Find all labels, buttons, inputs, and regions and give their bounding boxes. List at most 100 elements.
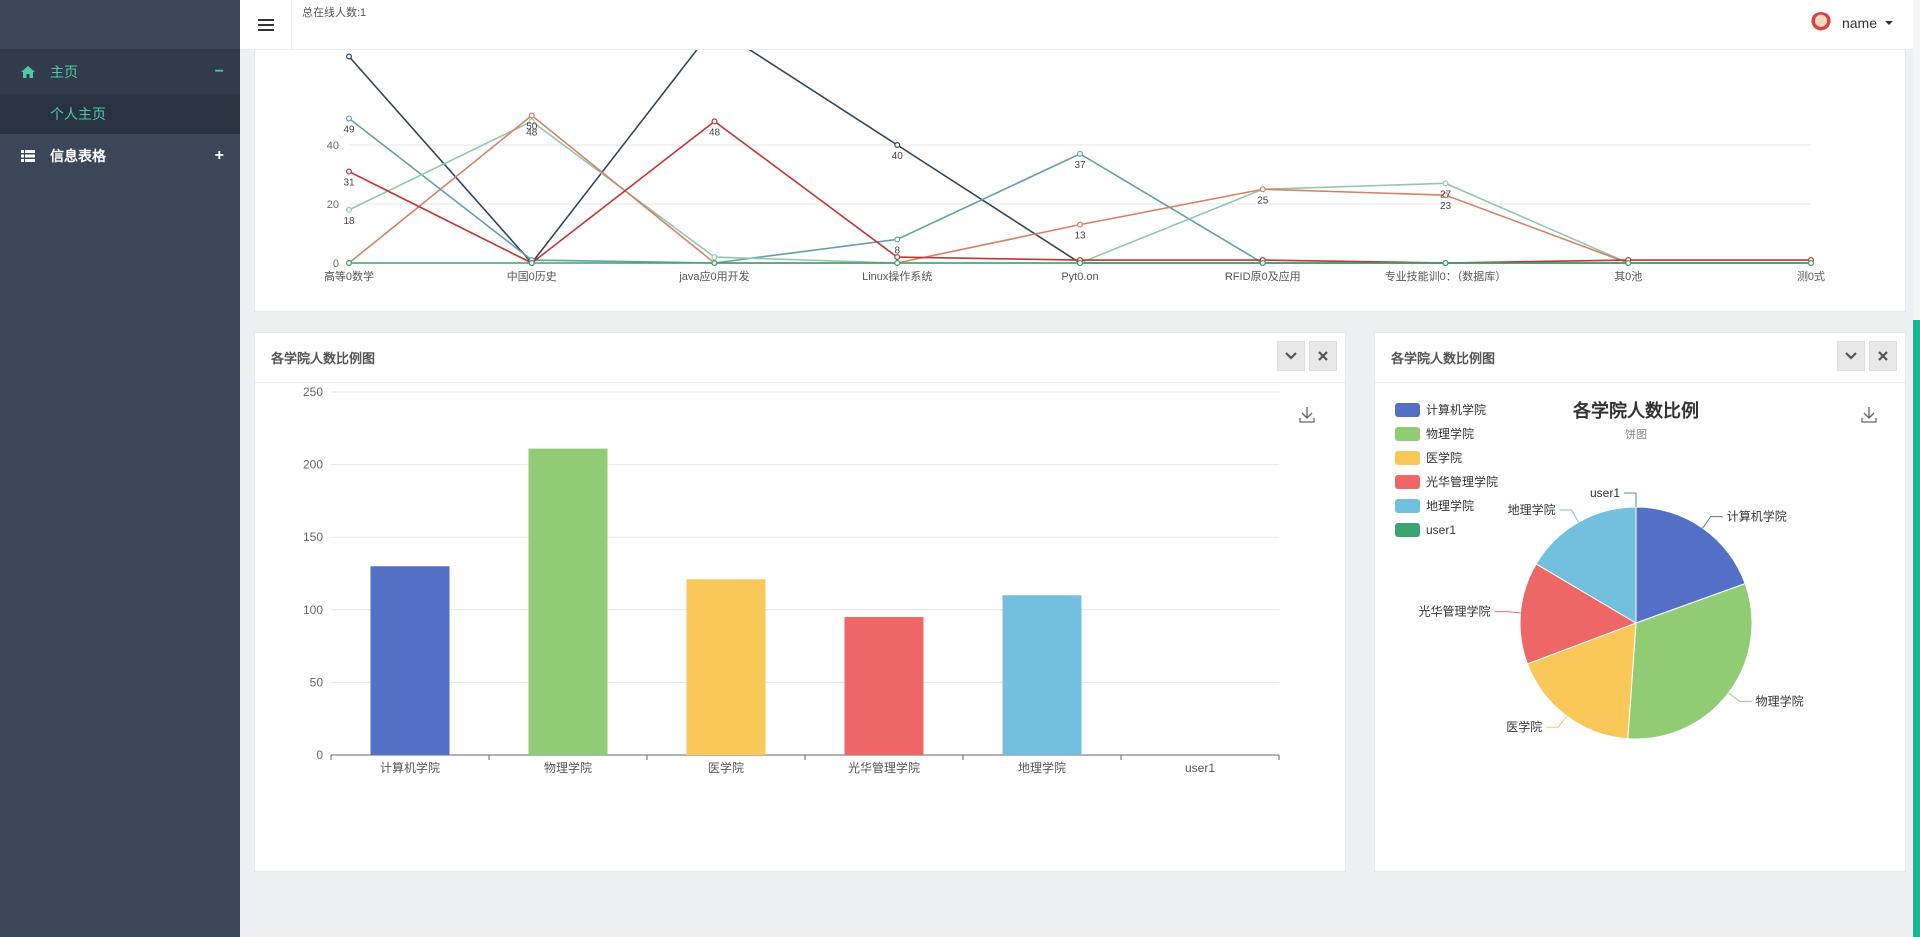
- x-tick-label: 中国0历史: [507, 270, 557, 283]
- legend-label: 光华管理学院: [1426, 474, 1498, 489]
- sidebar-item-label: 主页: [50, 64, 78, 80]
- user-menu[interactable]: name: [1809, 12, 1893, 34]
- panel-title: 各学院人数比例图: [271, 351, 376, 366]
- bar: [528, 448, 608, 755]
- series-point: [894, 141, 901, 148]
- data-label: 27: [1440, 189, 1452, 200]
- hamburger-icon: [257, 24, 274, 26]
- panel-header: 各学院人数比例图: [1375, 333, 1905, 383]
- sidebar-logo-area: [0, 0, 240, 50]
- series-point: [1076, 221, 1083, 228]
- series-point: [1442, 192, 1449, 199]
- x-tick-label: java应0用开发: [678, 269, 749, 283]
- legend-label: 医学院: [1426, 450, 1462, 465]
- sidebar-item-label: 个人主页: [50, 106, 106, 122]
- series-point: [345, 206, 352, 213]
- table-icon: [20, 150, 36, 162]
- download-icon: [1299, 407, 1315, 423]
- pie-slice: [1635, 506, 1746, 624]
- data-label: 18: [343, 216, 355, 227]
- y-tick-label: 20: [327, 199, 339, 211]
- series-point: [1442, 180, 1449, 187]
- bar: [1002, 595, 1082, 755]
- sidebar-item-home[interactable]: 主页 −: [0, 50, 240, 94]
- series-point: [1076, 150, 1083, 157]
- expand-toggle[interactable]: +: [214, 147, 224, 164]
- series-point: [345, 260, 352, 267]
- legend-label: user1: [1426, 523, 1456, 537]
- menu-toggle-button[interactable]: [240, 0, 292, 50]
- legend-label: 地理学院: [1426, 498, 1474, 513]
- series-point: [894, 236, 901, 243]
- legend-swatch: [1395, 403, 1420, 417]
- legend-swatch: [1395, 427, 1420, 441]
- data-label: 31: [343, 178, 355, 189]
- data-label: 25: [1257, 195, 1269, 206]
- series-line: [348, 120, 1811, 264]
- chevron-down-icon[interactable]: [1277, 341, 1305, 371]
- sidebar-item-profile[interactable]: 个人主页: [0, 94, 240, 134]
- series-point: [711, 118, 718, 125]
- series-point: [345, 168, 352, 175]
- series-point: [528, 260, 535, 267]
- data-label: 40: [892, 151, 904, 162]
- y-tick-label: 100: [303, 603, 323, 617]
- series-point: [1442, 260, 1449, 267]
- x-tick-label: Linux操作系统: [862, 269, 932, 283]
- y-tick-label: 50: [310, 675, 324, 689]
- pie-label-line: [1546, 715, 1568, 728]
- scrollbar[interactable]: [1913, 0, 1920, 937]
- series-point: [711, 260, 718, 267]
- bar: [844, 617, 924, 755]
- data-label: 50: [526, 122, 538, 133]
- x-tick-label: Pyt0.on: [1061, 271, 1098, 283]
- data-label: 23: [1440, 201, 1452, 212]
- pie-label-line: [1559, 509, 1579, 523]
- data-label: 48: [526, 127, 538, 138]
- close-icon[interactable]: [1309, 341, 1337, 371]
- series-point: [345, 115, 352, 122]
- caret-down-icon: [1885, 21, 1893, 25]
- series-point: [1259, 260, 1266, 267]
- panel-title: 各学院人数比例图: [1391, 351, 1496, 366]
- collapse-toggle[interactable]: −: [214, 63, 224, 80]
- series-point: [711, 254, 718, 261]
- y-tick-label: 0: [316, 748, 323, 762]
- series-point: [1807, 260, 1814, 267]
- panel-header: 各学院人数比例图: [255, 333, 1345, 383]
- x-tick-label: 其0池: [1614, 270, 1642, 283]
- y-tick-label: 250: [303, 385, 323, 399]
- download-icon: [1861, 407, 1877, 423]
- sidebar-item-info-table[interactable]: 信息表格 +: [0, 134, 240, 178]
- series-point: [1259, 186, 1266, 193]
- x-tick-label: 物理学院: [544, 760, 592, 775]
- chevron-down-icon[interactable]: [1837, 341, 1865, 371]
- legend-swatch: [1395, 523, 1420, 537]
- series-point: [528, 118, 535, 125]
- pie-label-line: [1624, 492, 1637, 507]
- x-tick-label: 医学院: [708, 760, 744, 775]
- pie-label: 医学院: [1506, 719, 1542, 734]
- pie-slice: [1535, 506, 1637, 624]
- pie-label: 物理学院: [1756, 693, 1804, 708]
- x-tick-label: RFID原0及应用: [1225, 269, 1301, 283]
- series-point: [894, 254, 901, 261]
- pie-label-line: [1728, 692, 1752, 702]
- bar: [370, 566, 450, 755]
- x-tick-label: 地理学院: [1018, 760, 1066, 775]
- x-tick-label: user1: [1185, 761, 1215, 775]
- x-tick-label: 高等0数学: [324, 269, 374, 283]
- scrollbar-thumb[interactable]: [1913, 320, 1920, 937]
- close-icon[interactable]: [1869, 341, 1897, 371]
- pie-slice: [1526, 622, 1637, 740]
- college-bar-chart: 0 50 100 150 200 250 计算机学院 物理学院 医学院 光华管理学院 地理学院 use…: [303, 385, 1315, 775]
- series-point: [528, 112, 535, 119]
- sidebar-item-label: 信息表格: [50, 148, 106, 164]
- data-label: 37: [1074, 160, 1086, 171]
- pie-slice: [1519, 563, 1638, 665]
- series-line: [348, 120, 1811, 264]
- series-point: [894, 260, 901, 267]
- x-tick-label: 计算机学院: [380, 760, 440, 775]
- legend-swatch: [1395, 499, 1420, 513]
- course-line-chart: 0 20 40 高等0数学 中国0历史 java应0用开发 Linux操作系统 Pyt0.on…: [324, 50, 1825, 283]
